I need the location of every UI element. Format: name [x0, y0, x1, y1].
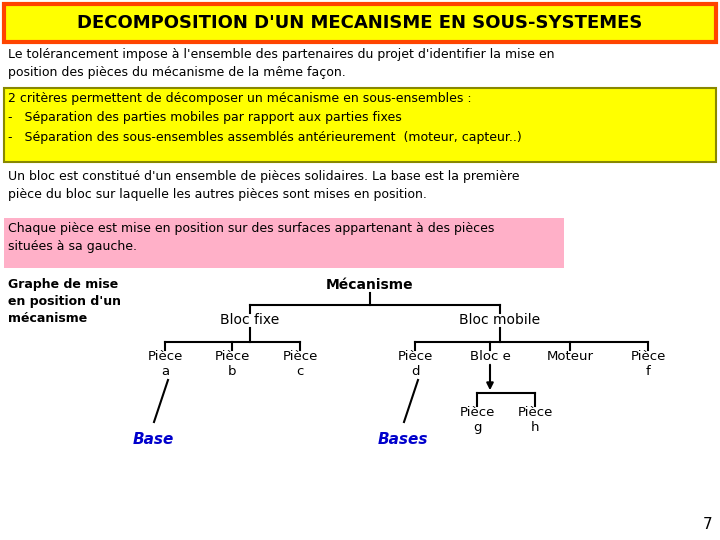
Text: Bloc e: Bloc e [469, 350, 510, 363]
Bar [4, 4, 716, 42]
Text: Pièce
d: Pièce d [397, 350, 433, 378]
Text: Pièce
h: Pièce h [517, 406, 553, 434]
Bar [4, 88, 716, 162]
Text: Moteur: Moteur [546, 350, 593, 363]
Text: Bases: Bases [378, 432, 428, 447]
Text: 2 critères permettent de décomposer un mécanisme en sous-ensembles :
-   Séparat: 2 critères permettent de décomposer un m… [8, 92, 522, 144]
Text: Pièce
a: Pièce a [148, 350, 183, 378]
Text: Bloc fixe: Bloc fixe [220, 313, 279, 327]
Text: Pièce
f: Pièce f [630, 350, 666, 378]
Text: DECOMPOSITION D'UN MECANISME EN SOUS-SYSTEMES: DECOMPOSITION D'UN MECANISME EN SOUS-SYS… [77, 14, 643, 32]
Text: Graphe de mise
en position d'un
mécanisme: Graphe de mise en position d'un mécanism… [8, 278, 121, 325]
Text: Mécanisme: Mécanisme [326, 278, 414, 292]
Text: Pièce
c: Pièce c [282, 350, 318, 378]
Text: Bloc mobile: Bloc mobile [459, 313, 541, 327]
Text: Un bloc est constitué d'un ensemble de pièces solidaires. La base est la premièr: Un bloc est constitué d'un ensemble de p… [8, 170, 520, 201]
Text: Pièce
g: Pièce g [459, 406, 495, 434]
Bar [4, 218, 564, 268]
Text: Chaque pièce est mise en position sur des surfaces appartenant à des pièces
situ: Chaque pièce est mise en position sur de… [8, 222, 495, 253]
Text: 7: 7 [703, 517, 712, 532]
Text: Le tolérancement impose à l'ensemble des partenaires du projet d'identifier la m: Le tolérancement impose à l'ensemble des… [8, 48, 554, 79]
Text: Base: Base [132, 432, 174, 447]
Text: Pièce
b: Pièce b [215, 350, 250, 378]
